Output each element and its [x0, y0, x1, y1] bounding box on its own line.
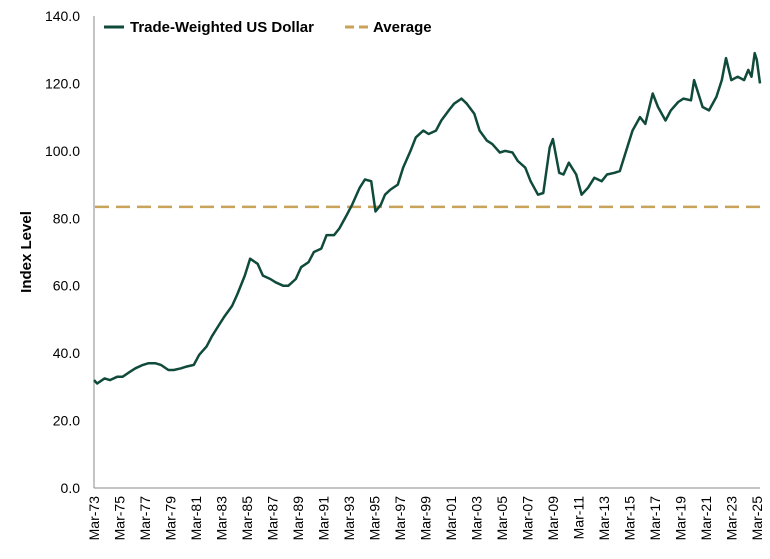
- x-tick-label: Mar-89: [290, 496, 306, 541]
- y-axis-tick-labels: 0.0 20.0 40.0 60.0 80.0 100.0 120.0 140.0: [45, 8, 80, 496]
- x-tick-label: Mar-23: [723, 496, 739, 541]
- y-tick-label: 0.0: [61, 480, 81, 496]
- x-tick-label: Mar-01: [443, 496, 459, 541]
- y-tick-label: 60.0: [53, 278, 80, 294]
- x-tick-label: Mar-25: [749, 496, 765, 541]
- x-tick-label: Mar-03: [468, 496, 484, 541]
- x-tick-label: Mar-91: [315, 496, 331, 541]
- y-axis-title: Index Level: [18, 211, 35, 293]
- x-axis-tick-labels: Mar-73 Mar-75 Mar-77 Mar-79 Mar-81 Mar-83 Mar-…: [86, 496, 765, 541]
- y-tick-label: 20.0: [53, 413, 80, 429]
- x-tick-label: Mar-21: [698, 496, 714, 541]
- x-tick-label: Mar-17: [647, 496, 663, 541]
- legend: Trade-Weighted US Dollar Average: [104, 19, 432, 36]
- x-tick-label: Mar-97: [392, 496, 408, 541]
- x-tick-label: Mar-95: [366, 496, 382, 541]
- y-tick-label: 100.0: [45, 143, 80, 159]
- x-tick-label: Mar-93: [341, 496, 357, 541]
- y-tick-label: 120.0: [45, 75, 80, 91]
- x-tick-label: Mar-73: [86, 496, 102, 541]
- x-tick-label: Mar-87: [264, 496, 280, 541]
- y-tick-label: 40.0: [53, 345, 80, 361]
- x-tick-label: Mar-99: [417, 496, 433, 541]
- legend-label-average: Average: [373, 19, 432, 36]
- x-tick-label: Mar-81: [188, 496, 204, 541]
- x-tick-label: Mar-85: [239, 496, 255, 541]
- legend-label-trade-weighted-us-dollar: Trade-Weighted US Dollar: [130, 19, 314, 36]
- x-tick-label: Mar-07: [519, 496, 535, 541]
- x-tick-label: Mar-79: [162, 496, 178, 541]
- x-tick-label: Mar-77: [137, 496, 153, 541]
- x-tick-label: Mar-19: [672, 496, 688, 541]
- x-tick-label: Mar-11: [570, 496, 586, 540]
- x-tick-label: Mar-75: [111, 496, 127, 541]
- y-tick-label: 140.0: [45, 8, 80, 24]
- series-line-trade-weighted-us-dollar: [93, 51, 762, 385]
- x-tick-label: Mar-13: [596, 496, 612, 541]
- x-tick-label: Mar-15: [621, 496, 637, 541]
- y-tick-label: 80.0: [53, 210, 80, 226]
- x-tick-label: Mar-83: [213, 496, 229, 541]
- x-tick-label: Mar-05: [494, 496, 510, 541]
- x-tick-label: Mar-09: [545, 496, 561, 541]
